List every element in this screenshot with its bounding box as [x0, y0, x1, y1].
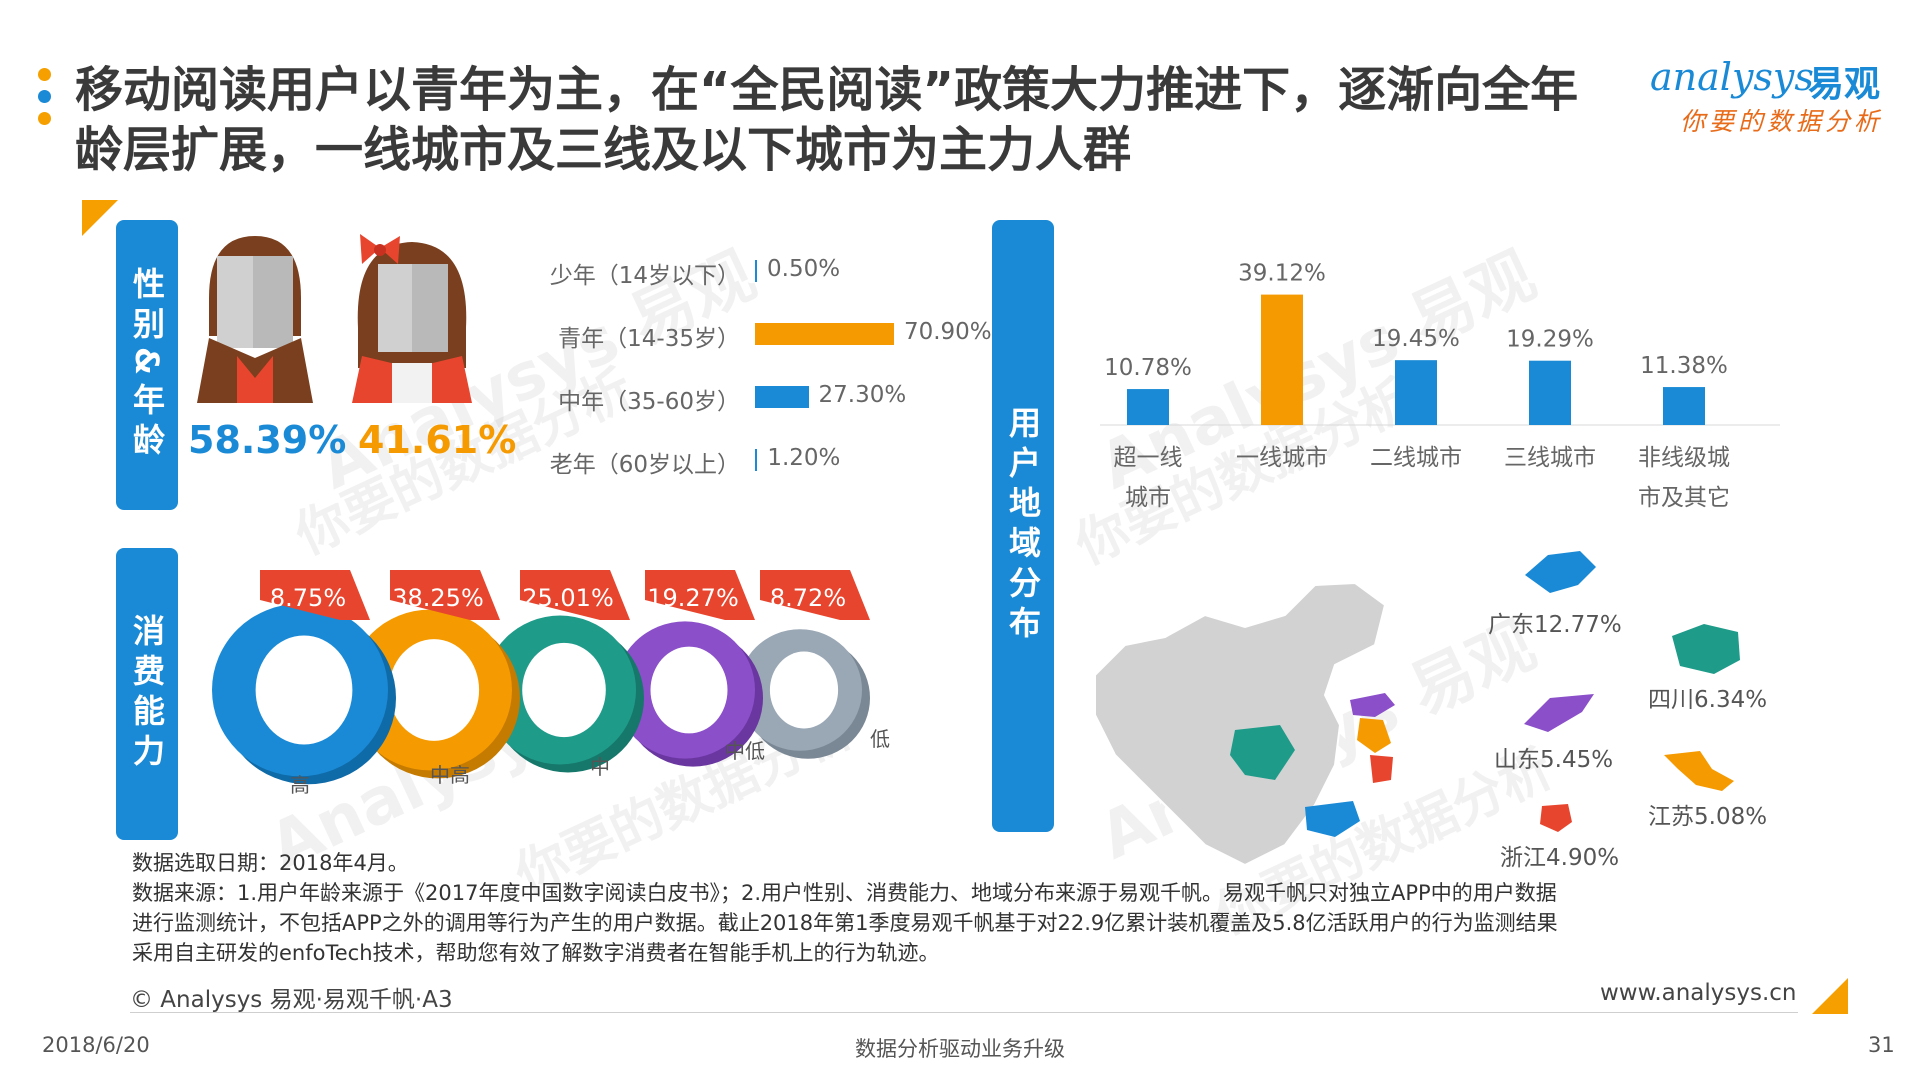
- consumption-pct-tag: [260, 570, 370, 620]
- page-number: 31: [1868, 1033, 1895, 1057]
- consumption-ring: [212, 603, 396, 785]
- consumption-pct-label: 38.25%: [392, 584, 484, 612]
- consumption-pct-label: 19.27%: [647, 584, 739, 612]
- female-percentage: 41.61%: [358, 418, 517, 462]
- province-icon-zhejiang: [1540, 804, 1572, 832]
- consumption-pct-label: 8.75%: [270, 584, 346, 612]
- consumption-pct-tag: [760, 570, 870, 620]
- region-bar: [1395, 360, 1437, 425]
- region-category-label: 三线城市: [1504, 445, 1596, 471]
- consumption-ring: [615, 621, 763, 767]
- age-value-label: 70.90%: [903, 319, 992, 345]
- map-province-sichuan: [1230, 725, 1295, 780]
- map-outline: [1094, 581, 1387, 865]
- consumption-pct-tag: [520, 570, 630, 620]
- age-bar: [755, 449, 758, 471]
- footnote-line: 数据来源：1.用户年龄来源于《2017年度中国数字阅读白皮书》；2.用户性别、消…: [132, 881, 1557, 905]
- age-category-label: 青年（14-35岁）: [558, 326, 740, 352]
- province-icon-shandong: [1524, 694, 1594, 732]
- footnote-line: 数据选取日期：2018年4月。: [132, 851, 409, 875]
- province-label-shandong: 山东5.45%: [1494, 747, 1614, 773]
- region-category-label: 超一线: [1114, 445, 1183, 471]
- region-category-label: 二线城市: [1370, 445, 1462, 471]
- logo-brand: analysys: [1650, 55, 1814, 99]
- footer-date: 2018/6/20: [42, 1033, 150, 1057]
- province-icon-sichuan: [1672, 624, 1740, 674]
- female-avatar-icon: [352, 234, 472, 403]
- consumption-category-label: 中低: [725, 739, 765, 763]
- age-category-label: 中年（35-60岁）: [558, 389, 740, 415]
- age-value-label: 0.50%: [767, 256, 841, 282]
- region-category-label: 市及其它: [1638, 485, 1730, 511]
- region-category-label: 非线级城: [1638, 445, 1730, 471]
- logo-tagline: 你要的数据分析: [1680, 107, 1884, 136]
- age-value-label: 1.20%: [767, 445, 841, 471]
- consumption-pct-tag: [390, 570, 500, 620]
- footnote-line: 采用自主研发的enfoTech技术，帮助您有效了解数字消费者在智能手机上的行为轨…: [132, 941, 940, 965]
- region-bar: [1261, 294, 1303, 425]
- province-label-sichuan: 四川6.34%: [1648, 687, 1768, 713]
- province-label-jiangsu: 江苏5.08%: [1648, 804, 1768, 830]
- section-label-consumption: 消费能力: [116, 548, 178, 840]
- consumption-pct-label: 25.01%: [522, 584, 614, 612]
- age-bar: [755, 386, 809, 408]
- consumption-ring: [484, 615, 644, 773]
- region-category-label: 城市: [1125, 485, 1171, 511]
- age-bar: [755, 260, 757, 282]
- map-province-zhejiang: [1370, 755, 1393, 783]
- male-percentage: 58.39%: [188, 418, 347, 462]
- data-source-note: 数据选取日期：2018年4月。 数据来源：1.用户年龄来源于《2017年度中国数…: [132, 848, 1792, 968]
- region-value-label: 19.29%: [1506, 327, 1594, 353]
- consumption-category-label: 中高: [430, 763, 470, 787]
- corner-decoration: [1812, 978, 1848, 1014]
- section-label-region: 用户地域分布: [992, 220, 1054, 832]
- page-title: 移动阅读用户以青年为主，在“全民阅读”政策大力推进下，逐渐向全年龄层扩展，一线城…: [75, 62, 1579, 178]
- map-province-guangdong: [1305, 801, 1360, 837]
- section-label-gender-age: 性别&年龄: [116, 220, 178, 510]
- region-value-label: 19.45%: [1372, 326, 1460, 352]
- age-value-label: 27.30%: [818, 382, 907, 408]
- male-avatar-icon: [197, 236, 313, 403]
- region-value-label: 39.12%: [1238, 261, 1326, 287]
- logo-brand-cn: 易观: [1808, 64, 1881, 105]
- footnote-line: 进行监测统计，不包括APP之外的调用等行为产生的用户数据。截止2018年第1季度…: [132, 911, 1558, 935]
- region-bar: [1529, 360, 1571, 425]
- consumption-ring-chart: 8.75% 高 38.25% 中高 25.01% 中 19.27% 中低 8.72% 低: [212, 570, 890, 797]
- age-category-label: 少年（14岁以下）: [549, 263, 740, 289]
- region-value-label: 10.78%: [1104, 355, 1192, 381]
- copyright: © Analysys 易观·易观千帆·A3: [130, 987, 453, 1013]
- consumption-ring: [738, 629, 870, 759]
- title-bullets: [38, 68, 52, 128]
- website-link[interactable]: www.analysys.cn: [1600, 980, 1797, 1006]
- region-bar: [1127, 389, 1169, 425]
- region-category-label: 一线城市: [1236, 445, 1328, 471]
- footer-slogan: 数据分析驱动业务升级: [855, 1037, 1065, 1061]
- consumption-pct-tag: [645, 570, 755, 620]
- age-bar: [755, 323, 894, 345]
- region-bar: [1663, 387, 1705, 425]
- province-label-guangdong: 广东12.77%: [1488, 612, 1622, 638]
- map-province-jiangsu: [1357, 718, 1391, 753]
- consumption-pct-label: 8.72%: [770, 584, 846, 612]
- china-map: [1094, 581, 1395, 865]
- footer-divider: [130, 1012, 1798, 1013]
- consumption-category-label: 中: [590, 755, 610, 779]
- region-value-label: 11.38%: [1640, 353, 1728, 379]
- age-category-label: 老年（60岁以上）: [549, 452, 740, 478]
- consumption-category-label: 高: [290, 773, 310, 797]
- consumption-category-label: 低: [870, 727, 890, 751]
- province-icon-jiangsu: [1664, 751, 1734, 791]
- province-label-zhejiang: 浙江4.90%: [1500, 845, 1620, 871]
- province-icon-guangdong: [1525, 551, 1596, 593]
- map-province-shandong: [1350, 693, 1395, 717]
- corner-decoration: [82, 200, 118, 236]
